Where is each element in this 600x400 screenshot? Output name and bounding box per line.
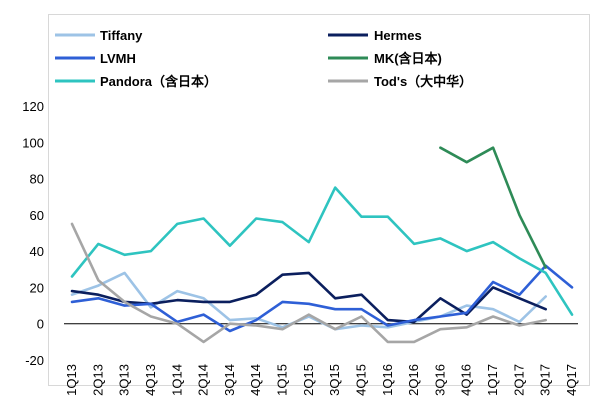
x-tick-label: 3Q13 [117, 364, 132, 396]
x-tick-label: 4Q13 [143, 364, 158, 396]
y-tick-label: 0 [37, 317, 44, 332]
x-tick-label: 1Q16 [380, 364, 395, 396]
series-line-5 [70, 222, 547, 344]
x-tick-label: 4Q17 [564, 364, 579, 396]
chart-frame [48, 14, 590, 386]
x-tick-label: 3Q15 [327, 364, 342, 396]
x-tick-label: 1Q14 [169, 364, 184, 396]
x-tick-label: 1Q13 [64, 364, 79, 396]
legend-label-3: MK(含日本) [374, 51, 442, 66]
x-tick-label: 3Q14 [222, 364, 237, 396]
series-line-4 [70, 186, 574, 316]
y-tick-label: 80 [30, 172, 44, 187]
x-tick-label: 3Q16 [432, 364, 447, 396]
x-tick-label: 4Q16 [459, 364, 474, 396]
y-tick-label: -20 [25, 353, 44, 368]
y-tick-label: 60 [30, 208, 44, 223]
y-axis: -20 0 20 40 60 80 100 120 [22, 99, 578, 368]
x-tick-label: 2Q14 [196, 364, 211, 396]
x-tick-label: 2Q15 [301, 364, 316, 396]
legend-label-4: Pandora（含日本） [100, 74, 217, 89]
x-tick-label: 2Q17 [511, 364, 526, 396]
legend-label-5: Tod's（大中华） [374, 74, 472, 89]
y-tick-label: 20 [30, 280, 44, 295]
x-tick-label: 2Q16 [406, 364, 421, 396]
series-line-2 [70, 264, 574, 333]
x-tick-label: 3Q17 [538, 364, 553, 396]
y-tick-label: 120 [22, 99, 44, 114]
series-group [70, 146, 574, 344]
x-tick-label: 2Q13 [90, 364, 105, 396]
x-tick-label: 1Q17 [485, 364, 500, 396]
legend-label-1: Hermes [374, 28, 422, 43]
series-line-0 [70, 271, 547, 331]
legend: Tiffany Hermes LVMH MK(含日本) Pandora（含日本） Tod'… [55, 28, 472, 89]
x-tick-label: 4Q14 [248, 364, 263, 396]
x-tick-label: 4Q15 [353, 364, 368, 396]
y-tick-label: 100 [22, 135, 44, 150]
x-tick-label: 1Q15 [275, 364, 290, 396]
series-line-3 [439, 146, 547, 269]
legend-label-2: LVMH [100, 51, 136, 66]
x-axis: 1Q13 2Q13 3Q13 4Q13 1Q14 2Q14 3Q14 4Q14 1Q15 2Q15… [64, 364, 579, 396]
legend-label-0: Tiffany [100, 28, 143, 43]
y-tick-label: 40 [30, 244, 44, 259]
